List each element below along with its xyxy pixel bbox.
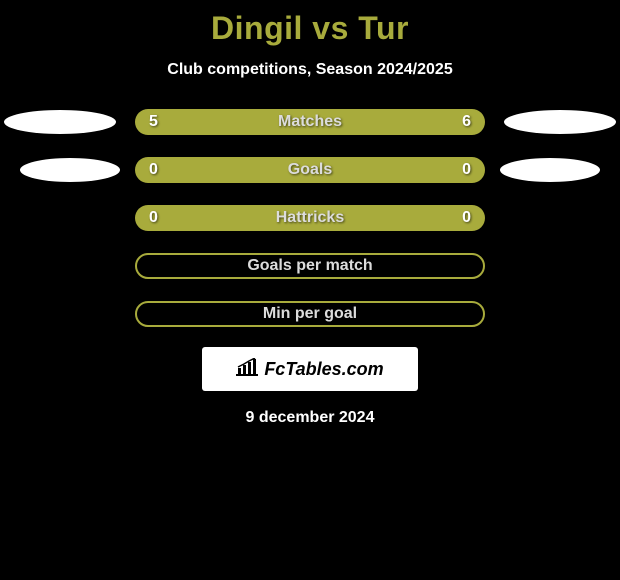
brand-text: FcTables.com <box>264 359 383 380</box>
stat-label: Hattricks <box>276 209 344 227</box>
stat-bar: Min per goal <box>135 301 485 327</box>
stat-value-right: 0 <box>462 209 471 227</box>
stat-value-left: 5 <box>149 113 158 131</box>
ellipse-icon <box>504 110 616 134</box>
stat-label: Min per goal <box>263 305 357 323</box>
stat-row: Goals per match <box>0 253 620 279</box>
stat-rows: 5 Matches 6 0 Goals 0 0 Hattricks 0 Goal… <box>0 109 620 327</box>
stat-bar: 5 Matches 6 <box>135 109 485 135</box>
ellipse-icon <box>4 110 116 134</box>
ellipse-icon <box>20 158 120 182</box>
stat-label: Goals per match <box>247 257 372 275</box>
stat-value-left: 0 <box>149 161 158 179</box>
stat-bar: 0 Hattricks 0 <box>135 205 485 231</box>
stat-bar: Goals per match <box>135 253 485 279</box>
ellipse-icon <box>500 158 600 182</box>
stat-row: 5 Matches 6 <box>0 109 620 135</box>
stat-row: 0 Hattricks 0 <box>0 205 620 231</box>
stat-value-left: 0 <box>149 209 158 227</box>
stat-value-right: 0 <box>462 161 471 179</box>
date-label: 9 december 2024 <box>0 409 620 427</box>
stat-label: Matches <box>278 113 342 131</box>
subtitle: Club competitions, Season 2024/2025 <box>0 61 620 79</box>
stat-value-right: 6 <box>462 113 471 131</box>
bar-chart-icon <box>236 358 258 381</box>
page-title: Dingil vs Tur <box>0 0 620 47</box>
stat-label: Goals <box>288 161 332 179</box>
stat-bar: 0 Goals 0 <box>135 157 485 183</box>
stat-row: Min per goal <box>0 301 620 327</box>
stat-row: 0 Goals 0 <box>0 157 620 183</box>
brand-badge: FcTables.com <box>202 347 418 391</box>
